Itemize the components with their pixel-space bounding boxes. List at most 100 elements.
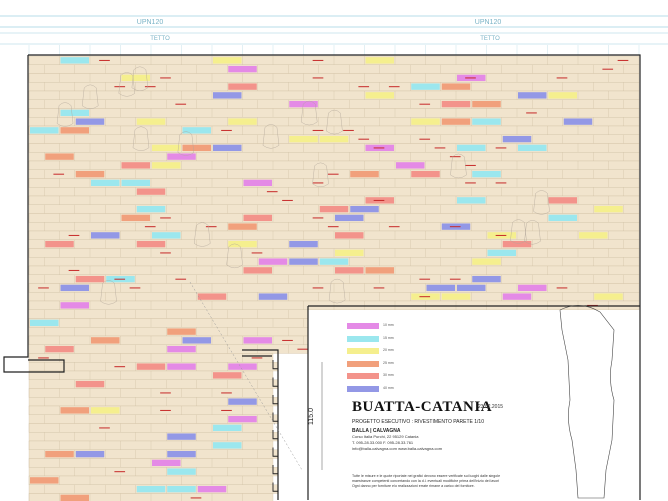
accent-block (228, 223, 257, 230)
accent-block (60, 302, 89, 309)
size-marker (419, 138, 431, 140)
size-marker (556, 287, 568, 289)
size-marker (358, 138, 370, 140)
step-edge (272, 465, 278, 475)
accent-block (197, 485, 227, 493)
sketch-figure (510, 219, 527, 244)
accent-block (30, 127, 59, 134)
size-marker (282, 199, 293, 201)
accent-block (182, 144, 211, 152)
accent-block (213, 424, 242, 432)
accent-block (243, 214, 272, 222)
firm-name: BALLA | CALVAGNA (352, 428, 401, 434)
plank-grid (28, 55, 640, 501)
accent-block (335, 267, 364, 274)
accent-block (319, 135, 349, 143)
note-line: maestranze competenti concertando con la… (352, 479, 500, 483)
size-marker (327, 173, 339, 175)
size-marker (602, 68, 614, 70)
beam-label-right: UPN120 (475, 19, 502, 26)
size-marker (465, 164, 476, 166)
legend-item: 15 mm (347, 335, 407, 343)
accent-block (152, 144, 181, 152)
accent-block (91, 407, 120, 414)
step-edge (272, 412, 278, 422)
accent-block (228, 415, 257, 423)
legend-swatch (347, 373, 379, 379)
legend-swatch (347, 385, 379, 392)
legend-label: 25 mm (383, 360, 394, 365)
note-line: Tutte le misure e le quote riportate nei… (352, 474, 501, 478)
size-marker (38, 287, 49, 289)
sketch-figure (300, 100, 318, 126)
accent-block (350, 170, 379, 178)
accent-block (243, 179, 272, 187)
size-marker (53, 173, 65, 175)
size-marker (160, 77, 171, 79)
accent-block (121, 162, 150, 169)
accent-block (167, 433, 196, 440)
size-marker (449, 156, 461, 158)
plank-row (28, 432, 279, 442)
plank-row (28, 64, 640, 74)
accent-block (45, 153, 74, 160)
accent-block (411, 170, 440, 178)
size-marker (221, 409, 232, 411)
accent-block (228, 240, 257, 248)
accent-block (365, 92, 394, 99)
step-edge (272, 430, 278, 440)
size-marker (388, 86, 400, 88)
size-marker (358, 86, 370, 88)
size-marker (419, 296, 431, 298)
accent-block (121, 179, 150, 187)
accent-block (136, 485, 166, 493)
step-edge (272, 377, 278, 387)
accent-block (457, 284, 486, 292)
accent-block (75, 275, 105, 283)
accent-block (472, 118, 501, 125)
plank-row (28, 152, 640, 162)
accent-block (457, 197, 486, 204)
accent-block (30, 319, 59, 327)
accent-block (152, 459, 181, 467)
accent-block (472, 170, 501, 178)
size-marker (388, 226, 400, 228)
step-edge (272, 360, 278, 370)
firm-address: Corso Italia Purchi, 22 95129 Catania (352, 434, 419, 439)
size-marker (449, 278, 461, 280)
accent-block (228, 65, 257, 73)
wall-outline (3, 54, 641, 500)
size-marker (129, 287, 141, 289)
figure-sketch (56, 66, 550, 305)
accent-block (289, 240, 318, 248)
plank-row (28, 187, 640, 197)
accent-block (167, 468, 196, 475)
size-marker (160, 217, 171, 219)
legend-label: 10 mm (383, 323, 394, 327)
accent-block (365, 57, 394, 64)
accent-block (472, 100, 501, 108)
size-marker (114, 471, 126, 473)
accent-block (30, 477, 59, 484)
size-marker (38, 357, 49, 359)
accent-block (319, 258, 349, 265)
legend-swatch (347, 348, 379, 354)
accent-block (75, 118, 105, 125)
accent-block (548, 214, 577, 222)
accent-block (502, 293, 532, 300)
size-marker (251, 357, 263, 359)
accent-block (548, 92, 577, 99)
size-marker (495, 147, 507, 149)
accent-block (91, 337, 120, 344)
accent-block (75, 170, 105, 178)
sketch-figure (194, 222, 211, 247)
plank-row (28, 239, 640, 249)
accent-block (335, 214, 364, 222)
accent-block (60, 127, 89, 134)
legend-label: 20 mm (383, 348, 394, 352)
diagonal-guide (189, 281, 303, 471)
sketch-figure (533, 190, 550, 215)
size-marker (495, 182, 507, 184)
accent-block (182, 337, 211, 344)
accent-block (167, 485, 196, 493)
